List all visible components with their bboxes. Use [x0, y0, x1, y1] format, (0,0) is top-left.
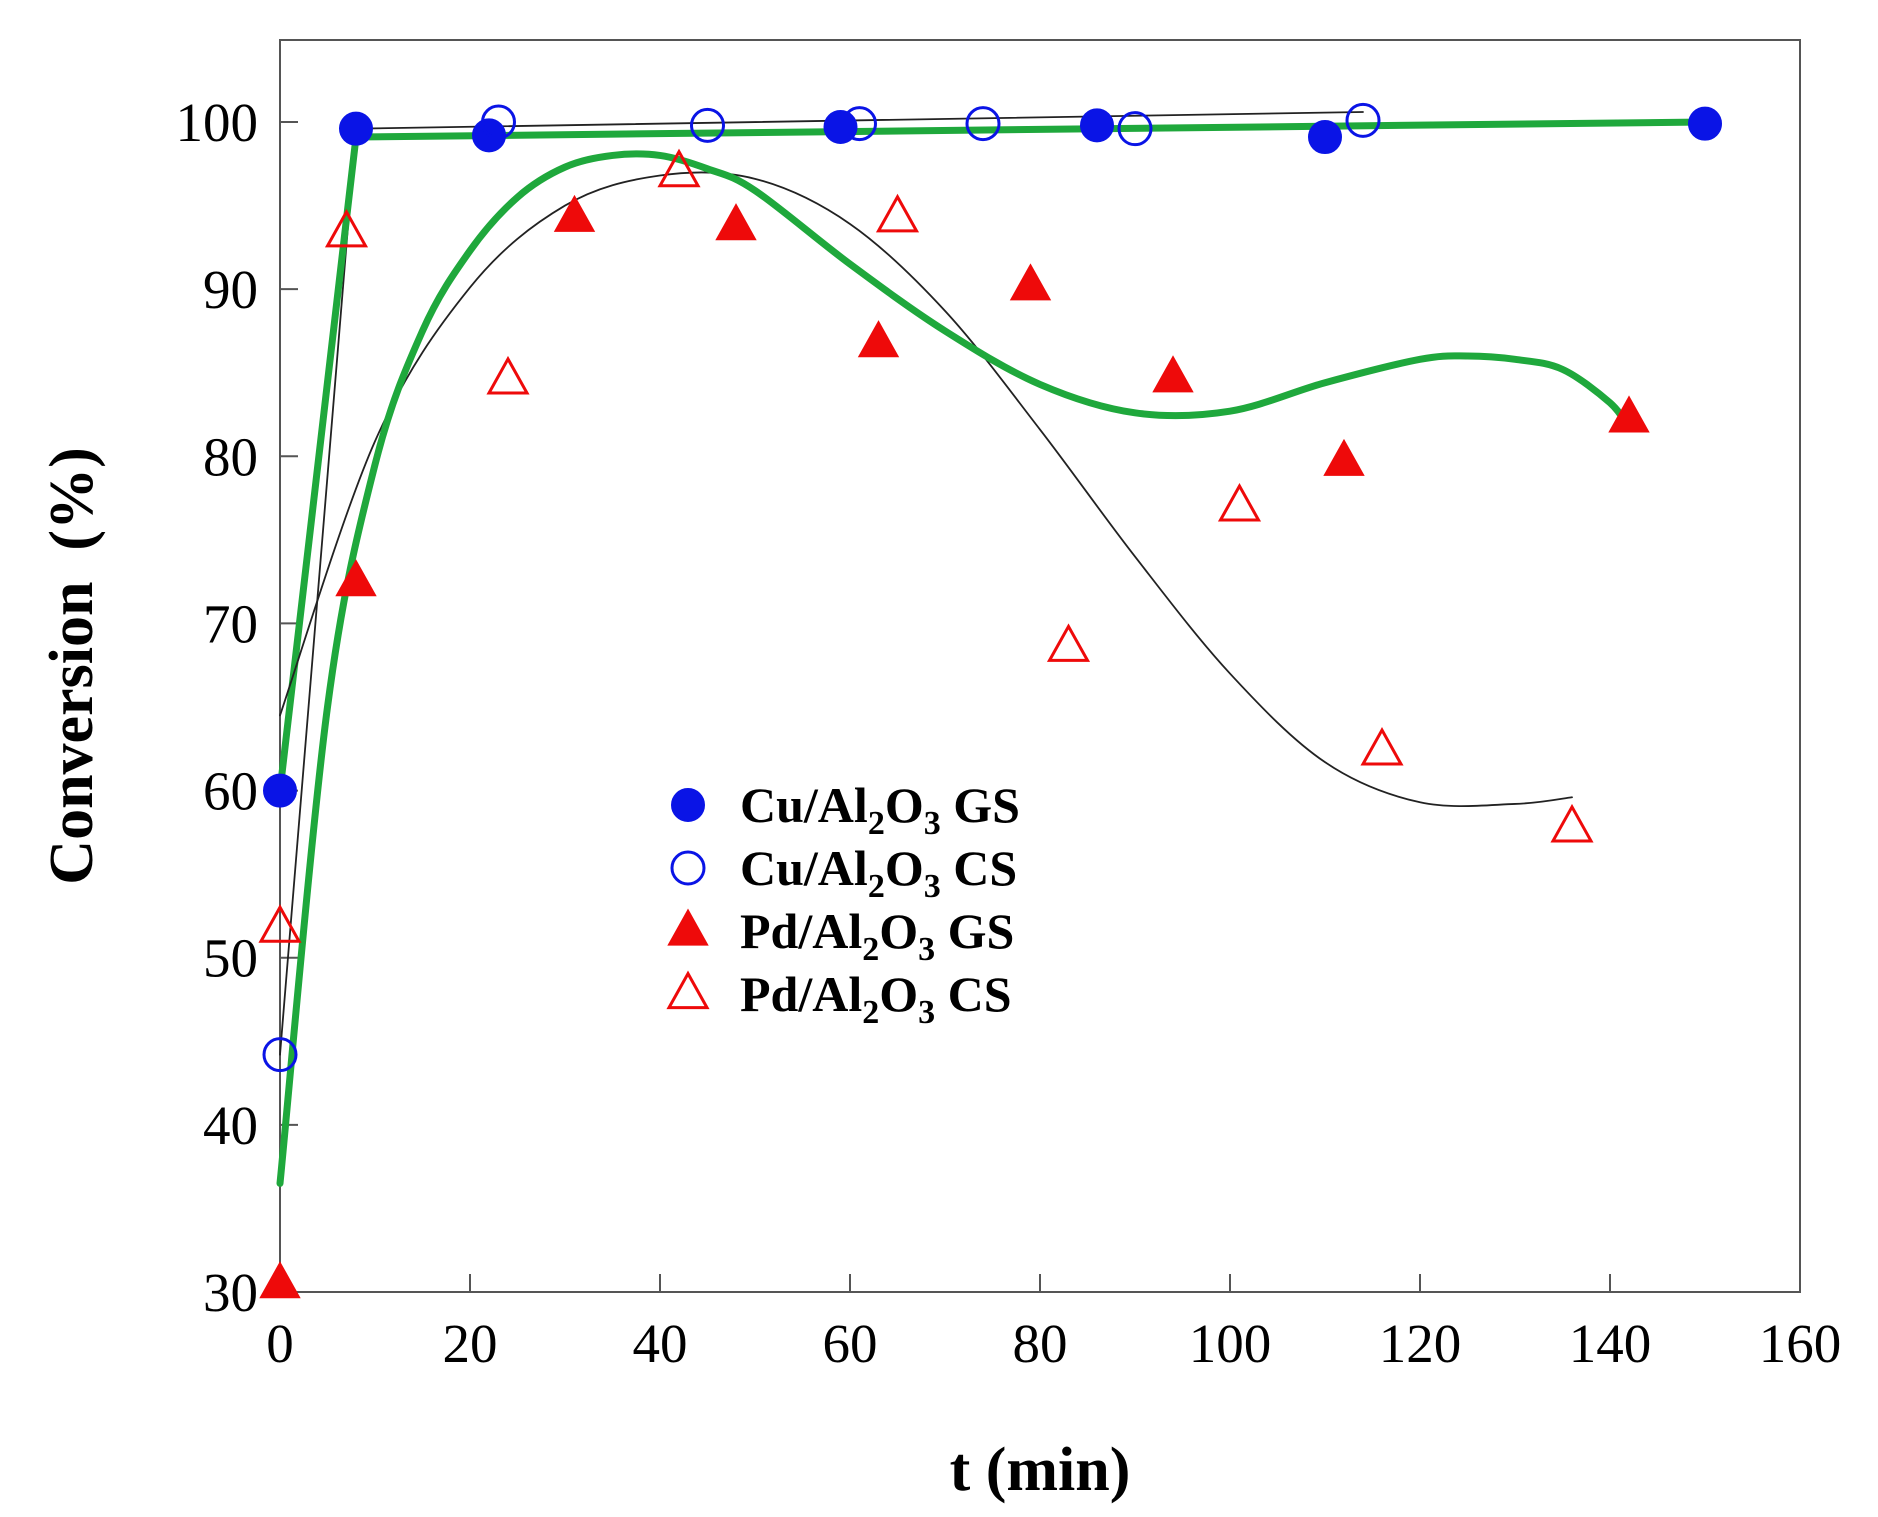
data-points [258, 102, 1722, 1299]
data-point-series-0 [1080, 108, 1114, 143]
data-point-series-3 [486, 355, 530, 395]
x-tick-label: 60 [823, 1313, 878, 1374]
y-tick-label: 30 [203, 1262, 258, 1323]
data-point-series-2 [553, 194, 596, 232]
legend-marker [670, 850, 706, 886]
legend-entry-label: Cu/Al2O3 GS [740, 777, 1020, 842]
pd-cs-fit [279, 171, 1573, 808]
y-tick-label: 40 [203, 1095, 258, 1156]
x-tick-label: 20 [443, 1313, 498, 1374]
data-point-series-3 [258, 904, 302, 943]
data-point-series-2 [1152, 355, 1194, 393]
x-tick-label: 120 [1379, 1313, 1462, 1374]
x-tick-label: 40 [633, 1313, 688, 1374]
data-point-series-0 [1688, 106, 1722, 141]
y-tick-label: 60 [203, 761, 258, 822]
plot-frame [279, 39, 1801, 1293]
x-tick-label: 80 [1013, 1313, 1068, 1374]
data-point-series-1 [1117, 111, 1153, 147]
data-point-series-1 [1345, 102, 1381, 138]
data-point-series-2 [1608, 395, 1650, 433]
data-point-series-3 [1046, 623, 1091, 662]
data-point-series-2 [857, 320, 900, 358]
y-axis-title: Conversion (%) [38, 447, 106, 884]
legend-entry-label: Pd/Al2O3 CS [740, 966, 1012, 1031]
data-point-series-1 [481, 104, 516, 140]
legend-marker [666, 970, 710, 1010]
x-tick-label: 100 [1189, 1313, 1272, 1374]
y-tick-label: 70 [203, 593, 258, 654]
data-point-series-1 [842, 106, 877, 142]
x-tick-label: 160 [1759, 1313, 1842, 1374]
y-tick-label: 50 [203, 928, 258, 989]
x-axis-title: t (min) [950, 1436, 1131, 1504]
data-point-series-3 [1217, 482, 1262, 522]
data-point-series-3 [1550, 803, 1594, 843]
legend-marker [671, 788, 705, 822]
fit-curves [276, 111, 1709, 1187]
axis-ticks: 0 20 40 60 80 100 120 140 160 30 40 50 60 70 80 90 100 [176, 92, 1842, 1374]
y-tick-label: 80 [203, 426, 258, 487]
data-point-series-2 [1009, 263, 1052, 301]
x-tick-label: 140 [1569, 1313, 1652, 1374]
data-point-series-3 [324, 208, 369, 248]
data-point-series-1 [690, 107, 725, 143]
data-point-series-1 [262, 1037, 298, 1073]
pd-gs-fit [276, 150, 1633, 1187]
data-point-series-1 [965, 106, 1001, 142]
data-point-series-0 [1308, 120, 1342, 155]
y-tick-label: 100 [176, 92, 259, 153]
data-point-series-2 [335, 559, 377, 597]
legend-entry-label: Pd/Al2O3 GS [740, 903, 1014, 968]
data-point-series-0 [339, 111, 373, 146]
legend-entry-label: Cu/Al2O3 CS [740, 840, 1017, 905]
data-point-series-3 [657, 148, 701, 188]
data-point-series-0 [263, 773, 297, 808]
data-point-series-3 [1360, 726, 1404, 766]
x-tick-label: 0 [266, 1313, 294, 1374]
data-point-series-3 [875, 193, 920, 233]
y-tick-label: 90 [203, 259, 258, 320]
legend-marker [667, 908, 709, 946]
data-point-series-2 [1323, 438, 1365, 476]
data-point-series-2 [715, 203, 757, 241]
data-point-series-2 [259, 1261, 301, 1299]
